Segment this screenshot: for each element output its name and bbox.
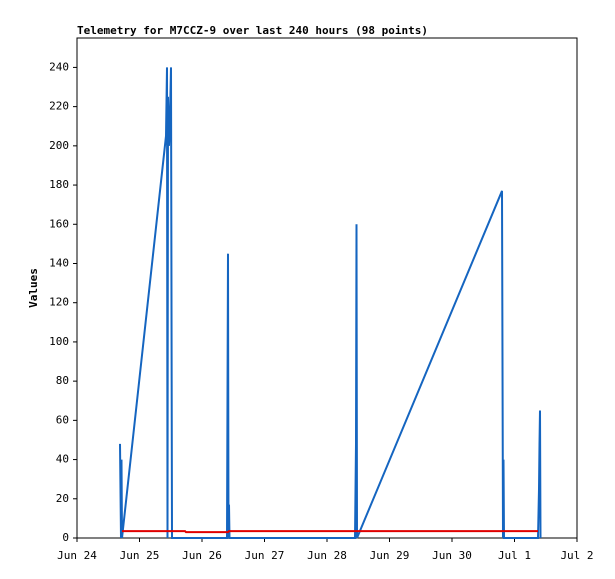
x-tick-label: Jul 2 <box>560 549 593 562</box>
y-tick-label: 140 <box>49 256 69 269</box>
y-tick-label: 0 <box>62 531 69 544</box>
x-tick-label: Jun 25 <box>120 549 160 562</box>
y-tick-label: 220 <box>49 100 69 113</box>
y-axis-label: Values <box>27 268 40 308</box>
x-tick-label: Jun 27 <box>245 549 285 562</box>
x-tick-label: Jun 24 <box>57 549 97 562</box>
y-tick-label: 40 <box>56 453 69 466</box>
y-tick-label: 200 <box>49 139 69 152</box>
data-line <box>119 67 542 539</box>
y-tick-label: 100 <box>49 335 69 348</box>
y-tick-label: 80 <box>56 374 69 387</box>
x-tick-label: Jun 26 <box>182 549 222 562</box>
x-tick-label: Jun 30 <box>432 549 472 562</box>
y-tick-label: 60 <box>56 413 69 426</box>
chart-title: Telemetry for M7CCZ-9 over last 240 hour… <box>77 24 428 37</box>
y-tick-label: 20 <box>56 492 69 505</box>
y-tick-label: 120 <box>49 296 69 309</box>
data-line <box>122 530 538 534</box>
x-tick-label: Jun 29 <box>370 549 410 562</box>
y-tick-label: 240 <box>49 60 69 73</box>
y-tick-label: 160 <box>49 217 69 230</box>
y-tick-label: 180 <box>49 178 69 191</box>
x-tick-label: Jul 1 <box>498 549 531 562</box>
x-tick-label: Jun 28 <box>307 549 347 562</box>
